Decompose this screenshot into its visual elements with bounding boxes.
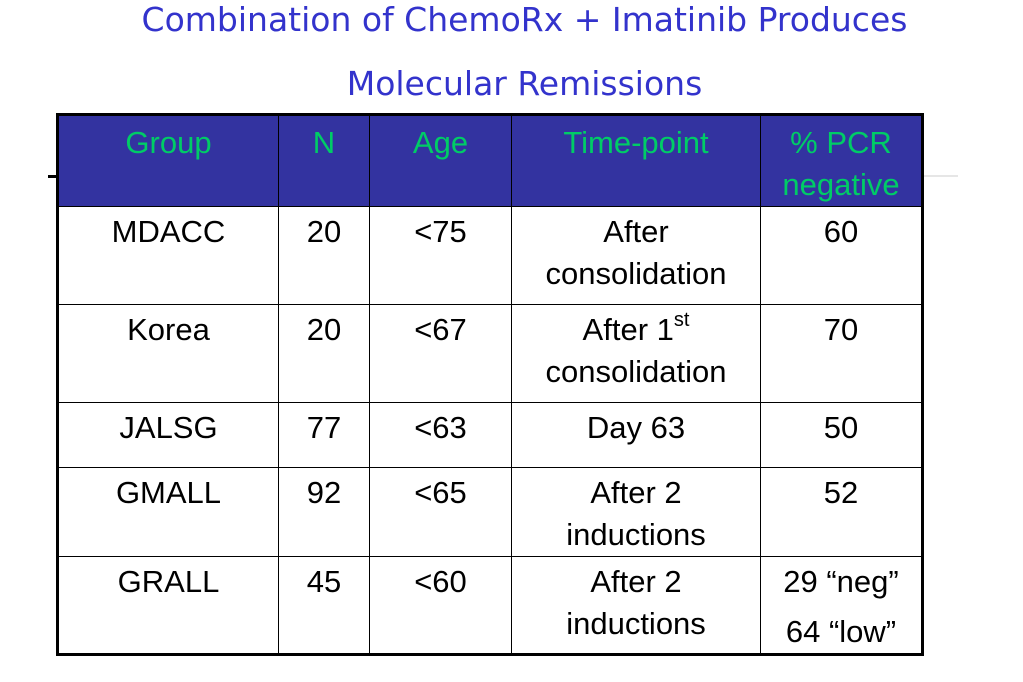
cell-timepoint: After 1st consolidation — [511, 304, 761, 403]
cell-group: GMALL — [57, 467, 279, 557]
cell-pcr: 60 — [760, 206, 923, 305]
cell-timepoint: After consolidation — [511, 206, 761, 305]
table-row: GMALL 92 <65 After 2 inductions 52 — [57, 467, 923, 557]
cell-pcr: 29 “neg” 64 “low” — [760, 556, 923, 655]
cell-timepoint: After 2 inductions — [511, 467, 761, 557]
cell-timepoint-line-2: inductions — [566, 517, 706, 552]
table-row: MDACC 20 <75 After consolidation 60 — [57, 206, 923, 305]
cell-pcr-line-1: 29 “neg” — [783, 564, 899, 599]
cell-n: 77 — [278, 402, 370, 468]
cell-age: <75 — [369, 206, 512, 305]
cell-pcr-line-2: 64 “low” — [785, 614, 897, 649]
cell-timepoint-line-1: After 1st — [516, 309, 756, 351]
cell-n: 20 — [278, 206, 370, 305]
table-row: GRALL 45 <60 After 2 inductions 29 “neg”… — [57, 556, 923, 655]
header-row: Group N Age Time-point % PCR negative — [57, 114, 923, 207]
cell-timepoint-line-1: After 2 — [590, 564, 682, 599]
cell-age: <67 — [369, 304, 512, 403]
slide-title-line-2: Molecular Remissions — [346, 64, 703, 103]
cell-group: JALSG — [57, 402, 279, 468]
cell-timepoint-line-2: consolidation — [545, 354, 727, 389]
title-divider-tick — [48, 175, 58, 178]
cell-age: <60 — [369, 556, 512, 655]
cell-timepoint: Day 63 — [511, 402, 761, 468]
cell-timepoint: After 2 inductions — [511, 556, 761, 655]
header-pcr-line-2: negative — [782, 167, 900, 202]
cell-age: <63 — [369, 402, 512, 468]
results-table: Group N Age Time-point % PCR negative MD… — [56, 113, 924, 656]
cell-timepoint-line-2: consolidation — [545, 256, 727, 291]
cell-pcr: 50 — [760, 402, 923, 468]
header-pcr-negative: % PCR negative — [760, 114, 923, 207]
table-row: JALSG 77 <63 Day 63 50 — [57, 402, 923, 468]
cell-n: 92 — [278, 467, 370, 557]
cell-timepoint-ordinal: st — [673, 309, 690, 331]
slide-title: Combination of ChemoRx + Imatinib Produc… — [0, 0, 1023, 128]
cell-age: <65 — [369, 467, 512, 557]
cell-pcr: 70 — [760, 304, 923, 403]
header-age: Age — [369, 114, 512, 207]
header-n: N — [278, 114, 370, 207]
cell-timepoint-line-1: After — [603, 214, 669, 249]
cell-group: Korea — [57, 304, 279, 403]
slide-title-line-1: Combination of ChemoRx + Imatinib Produc… — [141, 0, 908, 39]
header-pcr-line-1: % PCR — [790, 125, 892, 160]
cell-n: 20 — [278, 304, 370, 403]
cell-group: MDACC — [57, 206, 279, 305]
cell-timepoint-text: After 1 — [582, 312, 674, 347]
cell-timepoint-line-2: inductions — [566, 606, 706, 641]
cell-group: GRALL — [57, 556, 279, 655]
header-timepoint: Time-point — [511, 114, 761, 207]
cell-timepoint-line-1: After 2 — [590, 475, 682, 510]
cell-pcr: 52 — [760, 467, 923, 557]
header-group: Group — [57, 114, 279, 207]
table-row: Korea 20 <67 After 1st consolidation 70 — [57, 304, 923, 403]
cell-n: 45 — [278, 556, 370, 655]
